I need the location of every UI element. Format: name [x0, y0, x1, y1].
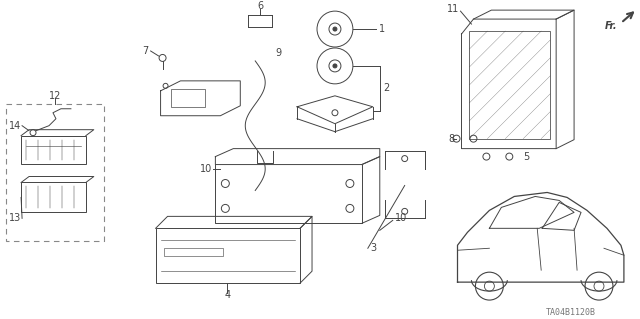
Text: 1: 1 — [379, 24, 385, 34]
Text: TA04B1120B: TA04B1120B — [546, 308, 596, 316]
Text: 10: 10 — [200, 164, 212, 174]
Text: 12: 12 — [49, 91, 61, 101]
Circle shape — [333, 27, 337, 31]
Text: 7: 7 — [142, 46, 148, 56]
Bar — [164, 248, 223, 256]
Bar — [156, 228, 300, 283]
Bar — [470, 31, 550, 139]
Text: 8: 8 — [449, 134, 454, 144]
Text: 11: 11 — [447, 4, 460, 14]
Bar — [6, 104, 104, 241]
Text: 4: 4 — [224, 290, 230, 300]
Text: 10: 10 — [395, 213, 407, 223]
Text: 6: 6 — [257, 1, 263, 11]
Text: 13: 13 — [9, 213, 21, 223]
Circle shape — [333, 64, 337, 68]
Bar — [21, 182, 86, 212]
Text: 14: 14 — [9, 121, 21, 131]
Text: 5: 5 — [524, 152, 529, 162]
Bar — [21, 136, 86, 164]
Text: 2: 2 — [383, 83, 389, 93]
Text: 9: 9 — [275, 48, 282, 58]
Text: Fr.: Fr. — [604, 21, 617, 31]
Bar — [170, 89, 205, 107]
Text: 3: 3 — [370, 243, 376, 253]
